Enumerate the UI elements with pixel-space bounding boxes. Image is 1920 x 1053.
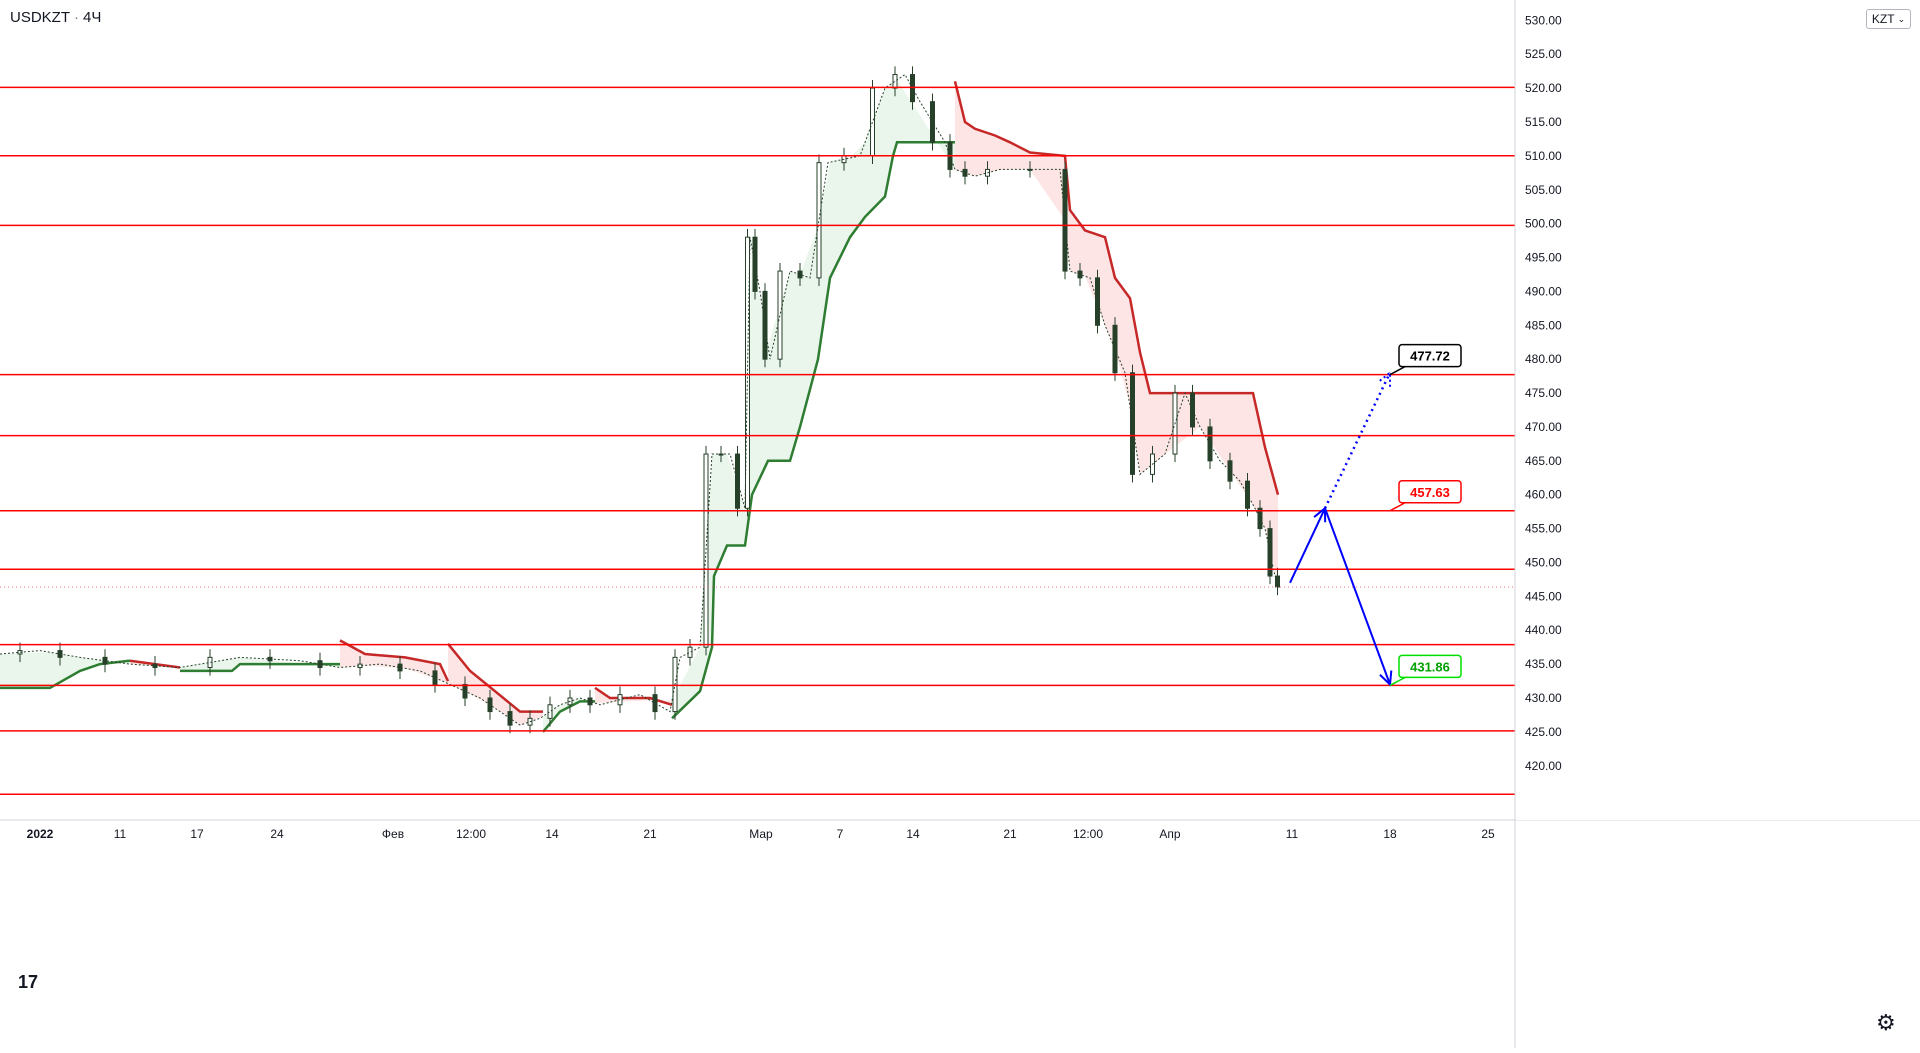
x-tick-label: 2022 bbox=[27, 827, 54, 841]
x-tick-label: 21 bbox=[643, 827, 657, 841]
currency-dropdown[interactable]: KZT ⌄ bbox=[1866, 9, 1911, 29]
forecast-solid-arrow bbox=[1289, 505, 1391, 685]
candle-body bbox=[587, 697, 593, 706]
forecast-arrowhead-up bbox=[1313, 506, 1327, 523]
y-tick-label: 420.00 bbox=[1525, 759, 1562, 773]
x-tick-label: 11 bbox=[114, 827, 127, 841]
callout-box bbox=[1398, 654, 1462, 679]
y-tick-label: 435.00 bbox=[1525, 657, 1562, 671]
forecast-dotted-arrow bbox=[1323, 372, 1392, 509]
uptrend-line bbox=[180, 662, 340, 673]
candle-body bbox=[797, 270, 803, 279]
gear-icon[interactable]: ⚙ bbox=[1876, 1010, 1896, 1035]
x-tick-label: 14 bbox=[545, 827, 559, 841]
title-separator: · bbox=[74, 9, 79, 26]
uptrend-fill bbox=[0, 652, 130, 688]
uptrend-line bbox=[671, 141, 955, 720]
price-axis-bg bbox=[1516, 0, 1920, 820]
y-tick-label: 500.00 bbox=[1525, 217, 1562, 231]
callout-pointer bbox=[1389, 676, 1406, 687]
candle-body bbox=[652, 694, 658, 713]
y-tick-label: 515.00 bbox=[1525, 115, 1562, 129]
x-tick-label: 24 bbox=[270, 827, 284, 841]
y-tick-label: 455.00 bbox=[1525, 522, 1562, 536]
y-tick-label: 465.00 bbox=[1525, 454, 1562, 468]
y-tick-label: 460.00 bbox=[1525, 488, 1562, 502]
y-tick-label: 530.00 bbox=[1525, 13, 1562, 27]
uptrend-line bbox=[0, 659, 131, 690]
y-tick-label: 510.00 bbox=[1525, 149, 1562, 163]
interval-label: 4Ч bbox=[83, 9, 102, 26]
downtrend-line bbox=[447, 643, 543, 713]
symbol-name: USDKZT bbox=[10, 9, 70, 26]
y-tick-label: 430.00 bbox=[1525, 691, 1562, 705]
callout-pointer bbox=[1389, 502, 1406, 512]
downtrend-fill bbox=[595, 687, 672, 705]
y-tick-label: 450.00 bbox=[1525, 555, 1562, 569]
downtrend-fill bbox=[340, 640, 448, 684]
downtrend-line bbox=[594, 686, 673, 706]
x-tick-label: 12:00 bbox=[1073, 827, 1103, 841]
callout-label: 431.86 bbox=[1410, 659, 1450, 674]
price-path bbox=[0, 73, 1281, 726]
x-tick-label: 17 bbox=[190, 827, 204, 841]
candle-body bbox=[1190, 392, 1195, 428]
x-tick-label: Апр bbox=[1159, 827, 1181, 841]
currency-label: KZT bbox=[1871, 12, 1895, 26]
y-tick-label: 520.00 bbox=[1525, 81, 1562, 95]
y-tick-label: 425.00 bbox=[1525, 725, 1562, 739]
x-tick-label: 18 bbox=[1383, 827, 1397, 841]
candle-body bbox=[735, 453, 740, 509]
x-tick-label: Фев bbox=[382, 827, 404, 841]
callout-box bbox=[1398, 480, 1462, 504]
y-tick-label: 485.00 bbox=[1525, 318, 1562, 332]
y-tick-label: 490.00 bbox=[1525, 284, 1562, 298]
x-tick-label: 25 bbox=[1481, 827, 1495, 841]
callout-label: 477.72 bbox=[1410, 349, 1450, 364]
y-tick-label: 495.00 bbox=[1525, 251, 1562, 265]
x-tick-label: Мар bbox=[749, 827, 773, 841]
x-tick-label: 11 bbox=[1286, 827, 1299, 841]
candle-body bbox=[1267, 528, 1273, 577]
candle-body bbox=[547, 704, 553, 719]
forecast-arrowhead-down bbox=[1379, 670, 1393, 687]
candle-body bbox=[892, 74, 898, 89]
y-tick-label: 525.00 bbox=[1525, 47, 1562, 61]
x-tick-label: 7 bbox=[837, 827, 844, 841]
y-tick-label: 480.00 bbox=[1525, 352, 1562, 366]
tradingview-logo[interactable]: 17 bbox=[10, 968, 46, 996]
symbol-title[interactable]: USDKZT · 4Ч bbox=[10, 9, 101, 26]
candle-body bbox=[703, 453, 709, 648]
downtrend-line bbox=[953, 81, 1280, 496]
candle-body bbox=[870, 87, 875, 157]
downtrend-line bbox=[339, 639, 450, 682]
y-tick-label: 440.00 bbox=[1525, 623, 1562, 637]
y-tick-label: 470.00 bbox=[1525, 420, 1562, 434]
uptrend-fill bbox=[672, 80, 955, 719]
candle-body bbox=[816, 162, 822, 279]
downtrend-fill bbox=[448, 643, 543, 726]
candle-body bbox=[762, 290, 768, 360]
candle-body bbox=[432, 670, 438, 685]
candle-body bbox=[1112, 324, 1118, 374]
y-tick-label: 445.00 bbox=[1525, 589, 1562, 603]
callout-pointer bbox=[1389, 365, 1406, 376]
callout-box bbox=[1398, 343, 1462, 368]
y-tick-label: 475.00 bbox=[1525, 386, 1562, 400]
candle-body bbox=[777, 270, 783, 360]
x-tick-label: 21 bbox=[1003, 827, 1017, 841]
x-tick-label: 12:00 bbox=[456, 827, 486, 841]
chevron-down-icon: ⌄ bbox=[1897, 13, 1906, 24]
candle-body bbox=[687, 646, 693, 658]
candle-body bbox=[1257, 507, 1263, 530]
callout-label: 457.63 bbox=[1410, 485, 1450, 500]
logo-text: 17 bbox=[17, 971, 39, 992]
x-tick-label: 14 bbox=[906, 827, 920, 841]
candle-body bbox=[1227, 460, 1233, 482]
candle-body bbox=[1027, 168, 1033, 171]
y-tick-label: 505.00 bbox=[1525, 183, 1562, 197]
